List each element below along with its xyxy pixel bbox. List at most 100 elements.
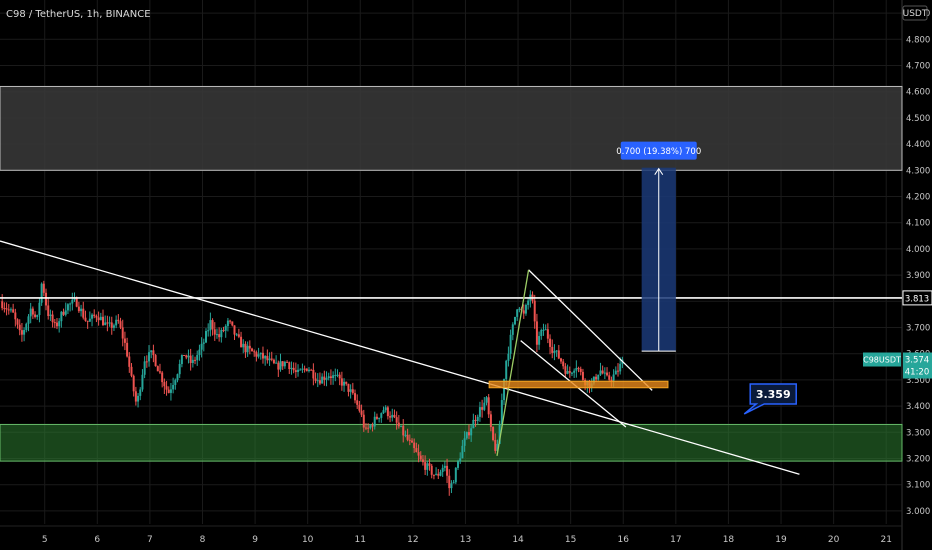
x-tick-label: 10 — [302, 535, 314, 545]
candle-body — [200, 343, 203, 350]
symbol-badge[interactable] — [863, 352, 901, 367]
candle-body — [1, 301, 4, 309]
candle-body — [176, 374, 179, 381]
candle-body — [178, 364, 181, 375]
x-tick-label: 18 — [723, 535, 735, 545]
level-price-badge[interactable] — [902, 290, 932, 306]
candle-body — [172, 384, 175, 390]
candle-body — [424, 462, 427, 470]
candle-body — [77, 306, 80, 312]
x-tick-label: 5 — [42, 535, 48, 545]
candle-body — [391, 414, 394, 418]
x-tick-label: 19 — [775, 535, 787, 545]
candle-body — [551, 346, 554, 353]
candle-body — [104, 322, 107, 326]
x-tick-label: 14 — [512, 535, 524, 545]
time-axis[interactable]: 5 6 7 8 9 10 11 12 13 14 15 16 17 18 19 20 21 — [42, 535, 892, 545]
candle-body — [213, 329, 216, 335]
x-tick-label: 7 — [147, 535, 153, 545]
candle-body — [413, 442, 416, 449]
candle-body — [261, 352, 264, 359]
candle-body — [476, 416, 479, 421]
candle-body — [603, 372, 606, 374]
candle-body — [264, 355, 267, 359]
candle-body — [310, 369, 313, 371]
candle-body — [546, 329, 549, 339]
candle-body — [610, 379, 613, 381]
candle-body — [358, 404, 361, 411]
candle-body — [134, 391, 137, 402]
orange-support-box — [488, 380, 669, 389]
candle-body — [579, 368, 582, 372]
candle-body — [406, 434, 409, 440]
candle-body — [527, 300, 530, 305]
candle-body — [158, 371, 161, 373]
candle-body — [312, 369, 315, 379]
candle-body — [95, 316, 98, 318]
candle-body — [154, 355, 157, 367]
candle-body — [53, 322, 56, 324]
candle-body — [457, 461, 460, 468]
descending-trendline — [0, 240, 800, 475]
candle-body — [369, 425, 372, 428]
candle-body — [465, 432, 468, 439]
candle-body — [119, 321, 122, 328]
currency-badge[interactable] — [902, 5, 928, 21]
price-axis[interactable]: 3.0003.1003.2003.3003.4003.5003.6003.700… — [863, 9, 932, 517]
last-price-badge[interactable] — [903, 352, 932, 379]
y-tick-label: 3.900 — [906, 271, 930, 281]
drawings: 0.700 (19.38%) 700 3.359 — [0, 141, 902, 475]
x-tick-label: 9 — [252, 535, 258, 545]
candle-body — [606, 372, 609, 376]
candle-body — [255, 352, 258, 357]
candle-body — [303, 368, 306, 370]
candle-body — [101, 316, 104, 326]
candle-body — [516, 309, 519, 317]
candle-body — [224, 326, 227, 331]
candle-body — [294, 370, 297, 372]
candle-body — [347, 383, 350, 392]
candle-body — [5, 308, 8, 310]
candle-body — [452, 482, 455, 484]
candle-body — [180, 354, 183, 365]
candle-body — [207, 330, 210, 332]
candle-body — [360, 410, 363, 415]
candle-body — [562, 361, 565, 367]
candle-body — [266, 355, 269, 361]
candle-body — [441, 467, 444, 472]
candle-body — [467, 432, 470, 436]
candle-body — [386, 407, 389, 417]
candle-body — [489, 414, 492, 427]
candle-body — [257, 354, 260, 357]
candle-body — [272, 359, 275, 364]
last-price-label: 3.574 — [905, 356, 929, 366]
candle-body — [511, 324, 514, 335]
symbol-label: C98USDT — [863, 356, 901, 365]
candle-body — [408, 439, 411, 441]
support-zone — [0, 423, 903, 462]
candle-body — [66, 304, 69, 311]
candle-body — [73, 298, 76, 300]
x-tick-label: 6 — [94, 535, 100, 545]
y-tick-label: 3.500 — [906, 376, 930, 386]
candle-body — [463, 438, 466, 446]
candle-body — [601, 370, 604, 374]
candle-body — [522, 310, 525, 314]
candle-timer: 41:20 — [905, 368, 930, 378]
candle-body — [226, 320, 229, 327]
zones — [0, 85, 903, 462]
y-tick-label: 4.800 — [906, 35, 930, 45]
candle-body — [415, 448, 418, 453]
candle-body — [86, 320, 89, 322]
candle-body — [7, 309, 10, 311]
candle-body — [509, 334, 512, 354]
candle-body — [503, 379, 506, 401]
y-tick-label: 4.000 — [906, 245, 930, 255]
chart-title: C98 / TetherUS, 1h, BINANCE — [6, 9, 151, 20]
candle-body — [64, 310, 67, 315]
candle-body — [150, 350, 153, 353]
candle-body — [38, 302, 41, 316]
candle-body — [25, 323, 28, 330]
candle-body — [428, 463, 431, 466]
